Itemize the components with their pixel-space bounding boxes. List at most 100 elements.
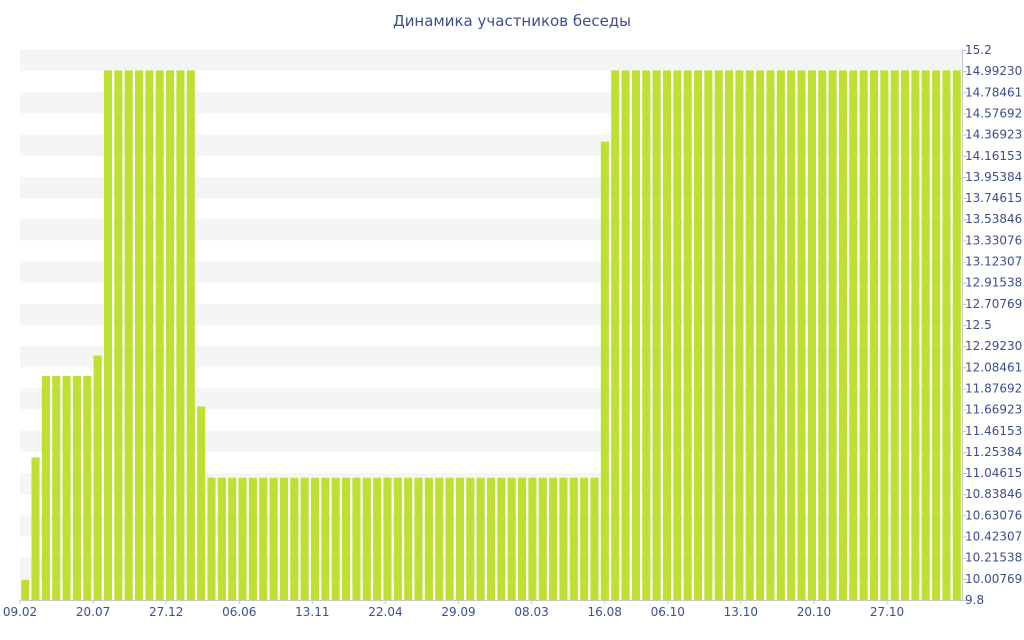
bar[interactable] [932,70,941,601]
bar[interactable] [673,70,682,601]
bar[interactable] [207,477,216,600]
bar[interactable] [497,477,506,600]
bar[interactable] [921,70,930,601]
bar[interactable] [694,70,703,601]
bar[interactable] [580,477,589,600]
bar[interactable] [31,457,40,600]
bar[interactable] [424,477,433,600]
bar[interactable] [21,579,30,600]
bar[interactable] [590,477,599,600]
bar[interactable] [714,70,723,601]
bar[interactable] [538,477,547,600]
bar[interactable] [393,477,402,600]
bar[interactable] [238,477,247,600]
bar[interactable] [248,477,257,600]
bar[interactable] [518,477,527,600]
bar[interactable] [611,70,620,601]
y-tick-label: 11.25384 [965,445,1022,459]
bar[interactable] [901,70,910,601]
bar[interactable] [725,70,734,601]
bar[interactable] [373,477,382,600]
bar[interactable] [383,477,392,600]
bar[interactable] [476,477,485,600]
bar[interactable] [652,70,661,601]
bar[interactable] [818,70,827,601]
bar[interactable] [549,477,558,600]
bar[interactable] [342,477,351,600]
bar[interactable] [455,477,464,600]
bar[interactable] [911,70,920,601]
bar[interactable] [414,477,423,600]
bar[interactable] [176,70,185,601]
bar[interactable] [662,70,672,601]
bar[interactable] [145,70,154,601]
bar[interactable] [331,477,340,600]
bar[interactable] [103,70,113,601]
bar[interactable] [766,70,775,601]
bar[interactable] [838,70,847,601]
bar[interactable] [197,406,206,600]
bar[interactable] [890,70,899,601]
bar[interactable] [631,70,640,601]
bar[interactable] [756,70,765,601]
bar[interactable] [569,477,578,600]
bar[interactable] [776,70,785,601]
bar[interactable] [321,477,330,600]
bar[interactable] [486,477,496,600]
bar[interactable] [62,375,71,600]
bar[interactable] [704,70,713,601]
bar[interactable] [41,375,50,600]
bar[interactable] [352,477,361,600]
bar[interactable] [559,477,568,600]
bar[interactable] [621,70,630,601]
bar[interactable] [166,70,175,601]
bar[interactable] [300,477,309,600]
bar[interactable] [362,477,371,600]
y-tick-label: 12.5 [965,318,992,332]
bar[interactable] [83,375,92,600]
bar[interactable] [72,375,81,600]
bar[interactable] [228,477,237,600]
bar[interactable] [787,70,796,601]
bar[interactable] [279,477,288,600]
bar[interactable] [52,375,61,600]
bar[interactable] [880,70,889,601]
y-tick-label: 14.36923 [965,128,1022,142]
bar[interactable] [849,70,858,601]
bar[interactable] [269,477,278,600]
bar[interactable] [259,477,268,600]
bar[interactable] [828,70,837,601]
bar[interactable] [942,70,951,601]
bar[interactable] [735,70,744,601]
bar[interactable] [528,477,537,600]
bar[interactable] [952,70,961,601]
bar[interactable] [797,70,806,601]
bar[interactable] [404,477,413,600]
bar[interactable] [600,141,609,601]
bar[interactable] [745,70,754,601]
y-tick-label: 13.12307 [965,255,1022,269]
bar[interactable] [642,70,651,601]
bar[interactable] [683,70,692,601]
bar[interactable] [93,355,102,600]
bar[interactable] [155,70,164,601]
bar[interactable] [445,477,454,600]
x-tick-label: 08.03 [514,605,548,619]
bar[interactable] [466,477,475,600]
bar[interactable] [869,70,879,601]
bar[interactable] [435,477,444,600]
bar[interactable] [807,70,816,601]
bar[interactable] [114,70,123,601]
bar[interactable] [217,477,226,600]
bar[interactable] [310,477,320,600]
bar[interactable] [124,70,133,601]
x-tick-label: 20.10 [797,605,831,619]
bar[interactable] [186,70,195,601]
bar[interactable] [859,70,868,601]
bar[interactable] [290,477,299,600]
y-tick-label: 10.42307 [965,530,1022,544]
y-tick-label: 12.91538 [965,276,1022,290]
bar[interactable] [135,70,144,601]
bar[interactable] [507,477,516,600]
